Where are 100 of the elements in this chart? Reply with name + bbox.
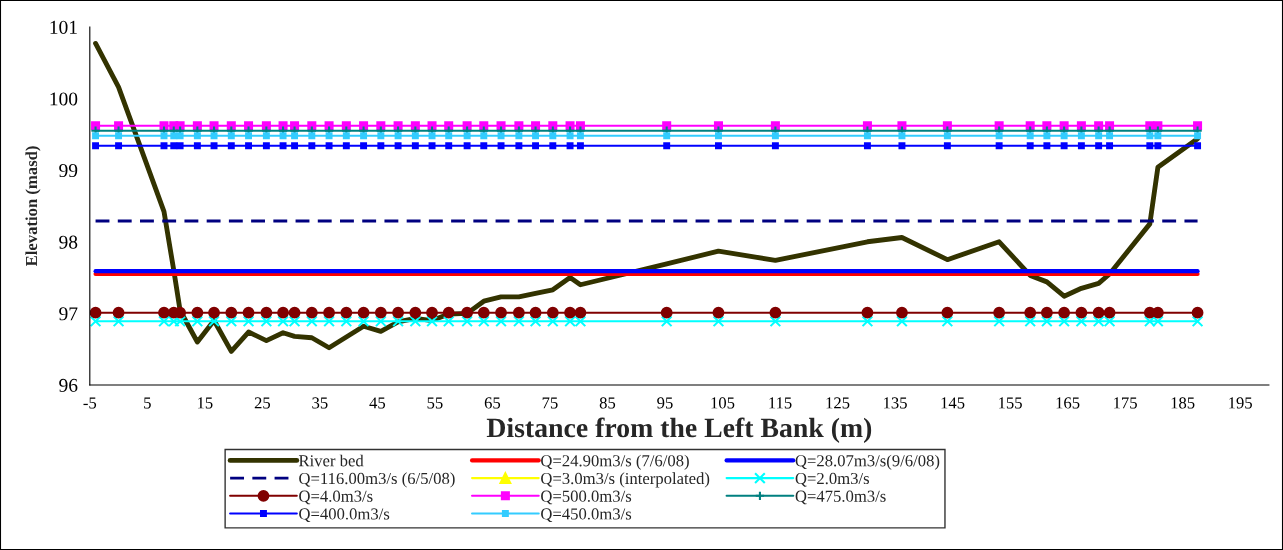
point: [1025, 121, 1035, 131]
legend-label: Q=450.0m3/s: [541, 508, 632, 523]
point: [861, 315, 874, 328]
point: [566, 142, 574, 150]
point: [227, 132, 235, 140]
point: [769, 306, 782, 319]
point: [277, 306, 289, 319]
point: [227, 142, 235, 150]
point: [409, 306, 422, 319]
y-tick-label: 97: [59, 307, 78, 321]
point: [576, 142, 584, 150]
point: [291, 142, 299, 150]
point: [1191, 315, 1204, 328]
point: [288, 306, 301, 319]
point: [529, 306, 542, 319]
x-tick-label: 35: [312, 397, 328, 409]
x-tick-label: 65: [484, 397, 501, 409]
point: [359, 121, 369, 131]
point: [428, 132, 436, 140]
point: [226, 121, 236, 131]
point: [210, 142, 218, 150]
point: [1106, 132, 1114, 140]
point: [244, 121, 254, 131]
point: [1154, 132, 1162, 140]
x-tick-label: 105: [711, 397, 735, 409]
point: [994, 121, 1004, 131]
point: [1154, 142, 1162, 150]
y-tick-label: 96: [59, 378, 78, 392]
x-tick-label: 125: [826, 397, 850, 409]
point: [245, 132, 253, 140]
point: [1060, 142, 1068, 150]
point: [1103, 306, 1116, 319]
point: [1043, 132, 1051, 140]
point: [463, 142, 471, 150]
point: [112, 315, 125, 328]
point: [993, 315, 1006, 328]
x-tick-label: 185: [1171, 397, 1195, 409]
point: [863, 142, 871, 150]
point: [512, 306, 525, 319]
x-tick-label: 195: [1229, 397, 1252, 409]
point: [445, 132, 453, 140]
point: [242, 315, 255, 328]
legend-label: Q=4.0m3/s: [299, 490, 373, 505]
point: [112, 306, 125, 319]
point: [941, 315, 954, 328]
point: [323, 306, 335, 319]
x-tick-label: 145: [941, 397, 965, 409]
point: [461, 315, 474, 328]
point: [115, 142, 123, 150]
point: [1194, 132, 1202, 140]
point: [496, 121, 506, 131]
point: [279, 132, 287, 140]
point: [1058, 306, 1071, 319]
point: [993, 306, 1006, 319]
point: [1026, 132, 1034, 140]
legend-label: Q=3.0m3/s (interpolated): [541, 472, 710, 488]
point: [1040, 306, 1053, 319]
point: [995, 132, 1003, 140]
point: [170, 132, 178, 140]
point: [193, 142, 201, 150]
point: [245, 142, 253, 150]
point: [495, 315, 507, 328]
point: [340, 306, 353, 319]
point: [394, 142, 402, 150]
point: [411, 142, 419, 150]
point: [324, 121, 334, 131]
point: [714, 142, 722, 150]
point: [158, 306, 170, 319]
point: [480, 142, 488, 150]
point: [712, 306, 725, 319]
point: [529, 315, 542, 328]
point: [210, 132, 218, 140]
y-tick-label: 101: [50, 20, 77, 34]
point: [176, 132, 184, 140]
point: [495, 306, 507, 319]
point: [278, 121, 288, 131]
x-tick-label: 55: [427, 397, 443, 409]
point: [442, 315, 455, 328]
point: [242, 306, 255, 319]
x-tick-label: -5: [83, 397, 97, 409]
x-tick-label: 175: [1114, 397, 1137, 409]
point: [941, 306, 954, 319]
x-tick-label: 15: [197, 397, 213, 409]
x-tick-label: 115: [769, 397, 792, 409]
point: [548, 121, 558, 131]
point: [995, 142, 1003, 150]
x-tick-label: 75: [542, 397, 558, 409]
point: [325, 142, 333, 150]
point: [546, 315, 559, 328]
point: [260, 306, 273, 319]
point: [461, 306, 474, 319]
point: [360, 142, 368, 150]
point: [308, 132, 316, 140]
point: [325, 132, 333, 140]
point: [898, 132, 906, 140]
point: [409, 315, 422, 328]
point: [1076, 121, 1086, 131]
point: [377, 132, 385, 140]
point: [575, 121, 585, 131]
point: [394, 132, 402, 140]
